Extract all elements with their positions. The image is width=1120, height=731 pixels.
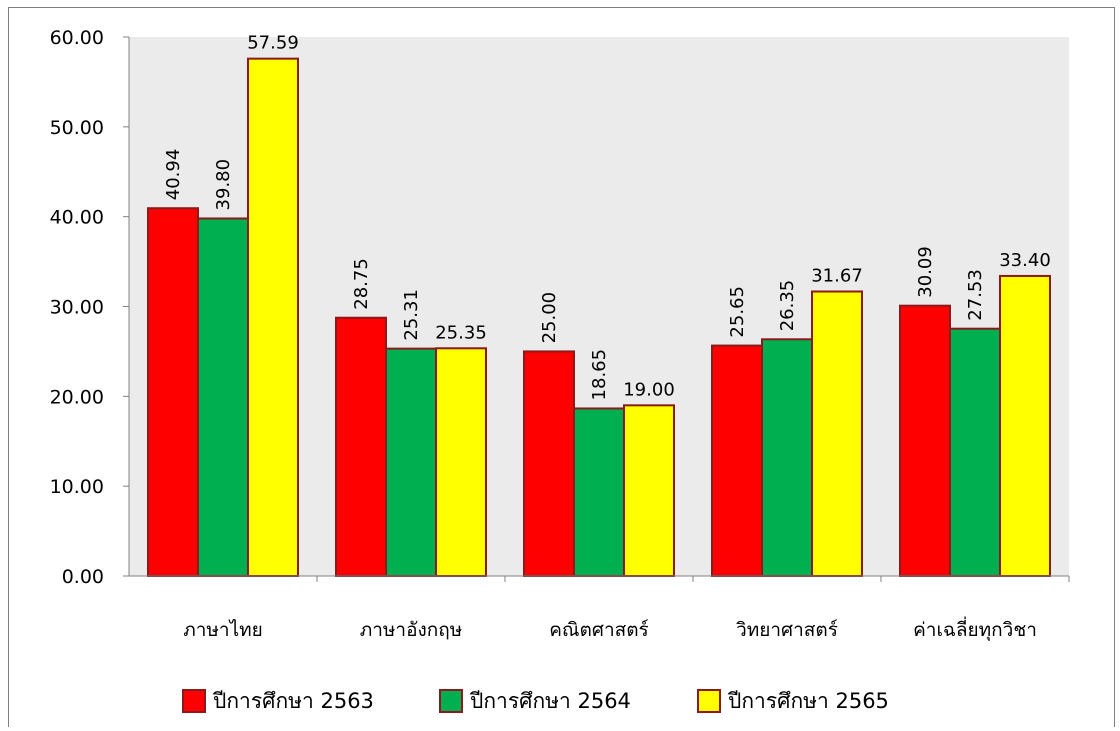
data-label: 30.09 [915,246,936,298]
bar [197,217,249,577]
data-label: 18.65 [589,349,610,401]
legend-swatch [697,689,721,713]
legend-label: ปีการศึกษา 2564 [469,689,631,713]
bar [711,344,763,578]
data-label: 27.53 [965,269,986,321]
data-label: 57.59 [247,33,299,54]
data-label: 25.31 [401,289,422,341]
bar [435,347,487,577]
data-label: 26.35 [777,280,798,332]
bar [949,327,1001,578]
data-label: 31.67 [811,265,863,286]
data-label: 40.94 [163,149,184,201]
category-label: คณิตศาสตร์ [549,619,649,641]
data-label: 39.80 [213,159,234,211]
legend: ปีการศึกษา 2563 ปีการศึกษา 2564 ปีการศึกษา… [182,689,889,713]
y-tick-label: 10.00 [50,476,104,498]
legend-swatch [439,689,463,713]
bar [811,290,863,577]
axes [123,36,1070,582]
y-tick-label: 30.00 [50,297,104,319]
y-tick-label: 0.00 [62,566,104,588]
data-label: 28.75 [351,258,372,310]
y-axis-ticks: 0.00 10.00 20.00 30.00 40.00 50.00 60.00 [50,27,104,588]
category-label: ภาษาไทย [183,619,263,641]
data-label: 25.00 [539,292,560,344]
category-label: วิทยาศาสตร์ [736,619,838,641]
legend-label: ปีการศึกษา 2565 [727,689,889,713]
data-label: 25.35 [435,322,487,343]
y-tick-label: 50.00 [50,117,104,139]
data-label: 25.65 [727,286,748,338]
y-tick-label: 40.00 [50,207,104,229]
bar [623,404,675,578]
y-tick-label: 20.00 [50,386,104,408]
bars [147,57,1051,578]
bar [335,316,387,577]
bar [999,274,1051,577]
data-labels: 40.94 39.80 57.59 28.75 25.31 25.35 25.00 18.65… [163,33,1051,401]
y-tick-label: 60.00 [50,27,104,49]
bar [247,57,299,577]
bar [761,338,813,577]
data-label: 19.00 [623,379,675,400]
bar [573,407,625,578]
category-label: ภาษาอังกฤษ [360,619,463,641]
bar [899,304,951,577]
x-axis-categories: ภาษาไทย ภาษาอังกฤษ คณิตศาสตร์ วิทยาศาสตร์ ค่… [183,616,1037,642]
legend-label: ปีการศึกษา 2563 [212,689,374,713]
category-label: ค่าเฉลี่ยทุกวิชา [913,616,1037,642]
bar [385,347,437,577]
data-label: 33.40 [999,250,1051,271]
bar [147,207,199,578]
bar [523,350,575,577]
legend-swatch [182,689,206,713]
